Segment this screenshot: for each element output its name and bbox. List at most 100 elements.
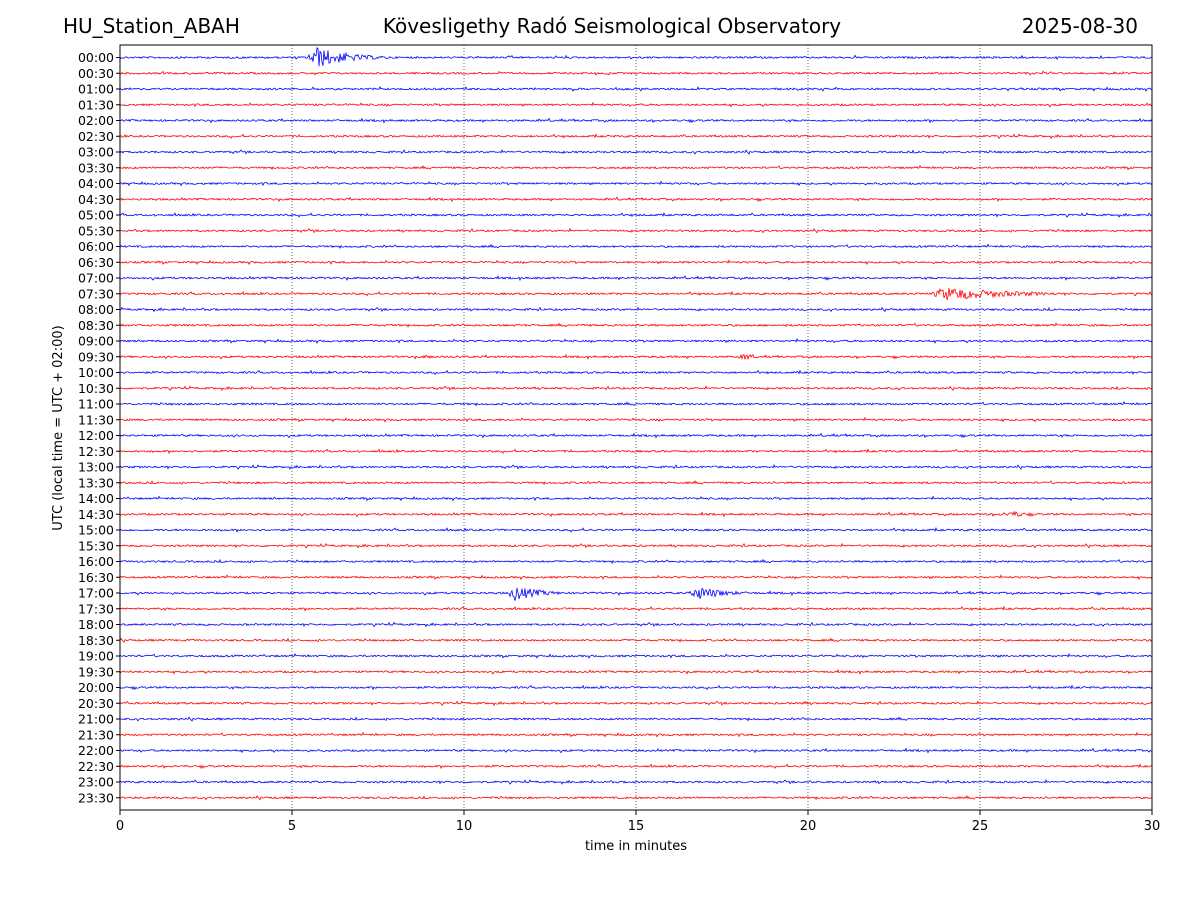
trace-0330: [119, 164, 1153, 171]
y-tick-label: 04:30: [78, 192, 114, 207]
y-tick-label: 09:00: [78, 334, 114, 349]
y-tick-labels: 00:0000:3001:0001:3002:0002:3003:0003:30…: [78, 50, 120, 805]
y-tick-label: 07:30: [78, 286, 114, 301]
y-tick-label: 19:30: [78, 664, 114, 679]
trace-1600: [119, 558, 1153, 565]
y-tick-label: 06:00: [78, 239, 114, 254]
y-tick-label: 03:00: [78, 145, 114, 160]
x-tick-label: 5: [288, 819, 296, 834]
y-tick-label: 06:30: [78, 255, 114, 270]
y-tick-label: 02:30: [78, 129, 114, 144]
y-tick-label: 22:30: [78, 759, 114, 774]
y-tick-label: 19:00: [78, 649, 114, 664]
y-tick-label: 11:30: [78, 412, 114, 427]
y-tick-label: 13:30: [78, 475, 114, 490]
trace-1100: [119, 401, 1153, 407]
trace-2030: [119, 700, 1153, 707]
trace-2130: [119, 731, 1153, 738]
y-tick-label: 10:30: [78, 381, 114, 396]
x-tick-label: 25: [972, 819, 989, 834]
y-axis-label: UTC (local time = UTC + 02:00): [51, 325, 66, 530]
y-tick-label: 14:00: [78, 491, 114, 506]
y-tick-label: 23:30: [78, 790, 114, 805]
trace-0600: [119, 243, 1153, 250]
trace-1130: [119, 416, 1153, 423]
trace-0530: [119, 227, 1153, 234]
trace-1530: [119, 542, 1153, 549]
y-tick-label: 04:00: [78, 176, 114, 191]
trace-0100: [119, 85, 1153, 92]
y-tick-label: 05:30: [78, 223, 114, 238]
y-tick-label: 15:00: [78, 523, 114, 538]
trace-2330: [119, 794, 1153, 801]
y-tick-label: 18:30: [78, 633, 114, 648]
y-tick-label: 03:30: [78, 160, 114, 175]
trace-1030: [119, 385, 1153, 392]
grid-lines: [291, 45, 981, 810]
trace-1930: [119, 668, 1153, 675]
trace-1200: [119, 432, 1153, 439]
y-tick-label: 21:00: [78, 712, 114, 727]
y-tick-label: 08:30: [78, 318, 114, 333]
trace-1230: [119, 448, 1153, 455]
trace-2100: [119, 716, 1153, 722]
y-tick-label: 20:30: [78, 696, 114, 711]
y-tick-label: 00:30: [78, 66, 114, 81]
y-tick-label: 01:00: [78, 82, 114, 97]
trace-0930: [119, 353, 1153, 361]
trace-1330: [119, 479, 1153, 486]
trace-0800: [119, 306, 1153, 313]
trace-0700: [119, 275, 1153, 282]
trace-0230: [119, 133, 1153, 140]
y-tick-label: 13:00: [78, 460, 114, 475]
trace-1800: [119, 621, 1153, 628]
x-tick-label: 10: [456, 819, 473, 834]
y-tick-label: 02:00: [78, 113, 114, 128]
y-tick-label: 12:00: [78, 428, 114, 443]
y-tick-label: 14:30: [78, 507, 114, 522]
trace-0130: [119, 101, 1153, 108]
trace-0630: [119, 259, 1153, 266]
trace-1830: [119, 637, 1153, 644]
trace-1000: [119, 369, 1153, 376]
record-date: 2025-08-30: [1021, 14, 1138, 38]
y-tick-label: 16:30: [78, 570, 114, 585]
y-tick-label: 22:00: [78, 743, 114, 758]
x-tick-label: 20: [800, 819, 817, 834]
y-tick-label: 17:30: [78, 601, 114, 616]
x-axis-label: time in minutes: [585, 839, 687, 854]
trace-0900: [119, 337, 1153, 344]
y-tick-label: 20:00: [78, 680, 114, 695]
y-tick-label: 05:00: [78, 208, 114, 223]
y-tick-label: 10:00: [78, 365, 114, 380]
trace-1900: [119, 652, 1153, 659]
y-tick-label: 17:00: [78, 586, 114, 601]
trace-0400: [119, 180, 1153, 187]
y-tick-label: 00:00: [78, 50, 114, 65]
trace-2230: [119, 763, 1153, 770]
y-tick-label: 08:00: [78, 302, 114, 317]
trace-1700: [119, 587, 1153, 601]
trace-1300: [119, 463, 1153, 470]
station-name: HU_Station_ABAH: [63, 14, 240, 38]
y-tick-label: 18:00: [78, 617, 114, 632]
trace-0430: [119, 196, 1153, 203]
trace-0300: [119, 148, 1153, 155]
y-tick-label: 15:30: [78, 538, 114, 553]
trace-0000: [119, 46, 1153, 67]
trace-2300: [119, 778, 1153, 785]
y-tick-label: 07:00: [78, 271, 114, 286]
trace-1630: [119, 574, 1153, 581]
y-tick-label: 09:30: [78, 349, 114, 364]
y-tick-label: 12:30: [78, 444, 114, 459]
trace-0200: [119, 117, 1153, 124]
y-tick-label: 01:30: [78, 97, 114, 112]
x-ticks: 0 5 10 15 20 25 30: [116, 810, 1160, 834]
trace-1500: [119, 526, 1153, 533]
trace-0030: [119, 70, 1153, 76]
x-tick-label: 30: [1144, 819, 1161, 834]
x-tick-label: 0: [116, 819, 124, 834]
y-tick-label: 21:30: [78, 727, 114, 742]
trace-2000: [119, 684, 1153, 691]
